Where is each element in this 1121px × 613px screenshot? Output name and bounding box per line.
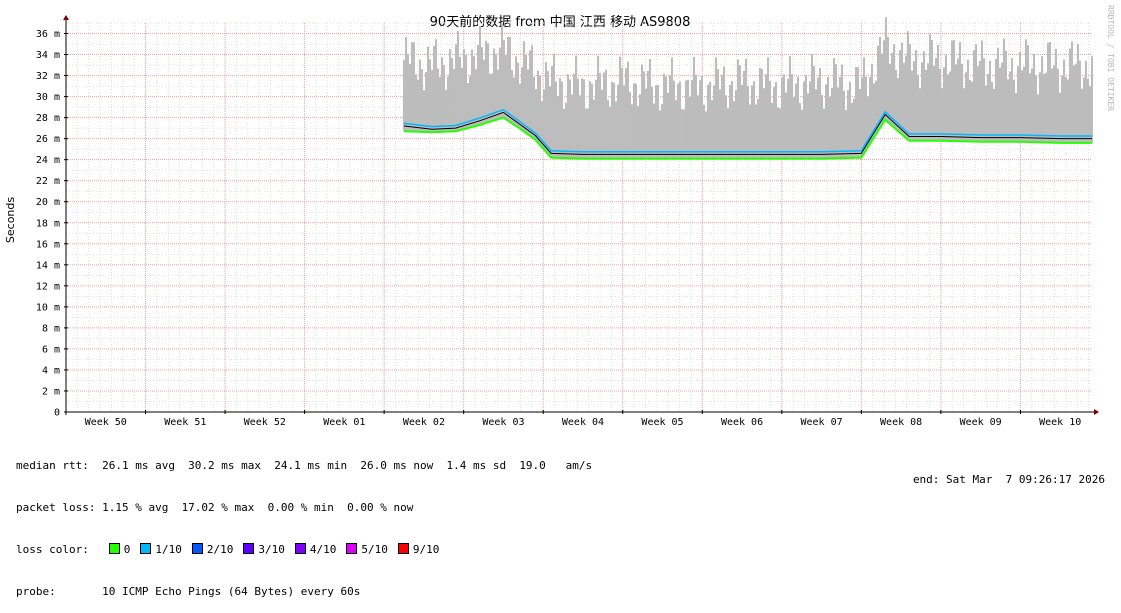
legend-swatch (243, 543, 255, 554)
x-tick-label: Week 03 (482, 417, 524, 428)
legend-item: 4/10 (294, 543, 337, 556)
rrdtool-credit: RRDTOOL / TOBI OETIKER (1106, 5, 1115, 111)
x-tick-label: Week 02 (403, 417, 445, 428)
y-tick-label: 8 m (42, 323, 60, 334)
legend-swatch (397, 543, 409, 554)
legend-swatch (294, 543, 306, 554)
y-tick-label: 22 m (36, 176, 60, 187)
legend-label: 3/10 (258, 543, 285, 556)
y-tick-label: 34 m (36, 50, 60, 61)
y-tick-label: 28 m (36, 113, 60, 124)
legend-item: 9/10 (397, 543, 440, 556)
legend-item: 2/10 (191, 543, 234, 556)
x-tick-label: Week 10 (1039, 417, 1081, 428)
y-tick-label: 20 m (36, 197, 60, 208)
x-tick-label: Week 07 (801, 417, 843, 428)
x-tick-label: Week 04 (562, 417, 604, 428)
y-axis-label: Seconds (4, 197, 17, 243)
smoke-band (403, 17, 1093, 159)
y-axis-arrow (63, 15, 69, 20)
x-tick-label: Week 01 (323, 417, 365, 428)
y-tick-label: 6 m (42, 344, 60, 355)
x-tick-label: Week 08 (880, 417, 922, 428)
legend-swatch (346, 543, 358, 554)
y-tick-label: 26 m (36, 134, 60, 145)
y-tick-label: 16 m (36, 239, 60, 250)
x-tick-labels: Week 50 Week 51 Week 52 Week 01 Week 02 Week … (65, 410, 1081, 428)
y-tick-label: 18 m (36, 218, 60, 229)
legend-label: 4/10 (309, 543, 337, 556)
y-tick-label: 0 (54, 408, 60, 419)
y-tick-label: 32 m (36, 71, 60, 82)
end-timestamp: end: Sat Mar 7 09:26:17 2026 (912, 473, 1105, 486)
x-tick-label: Week 05 (641, 417, 683, 428)
legend-swatch (140, 543, 152, 554)
packet-loss-line: packet loss: 1.15 % avg 17.02 % max 0.00… (16, 501, 414, 514)
x-tick-label: Week 51 (164, 417, 206, 428)
legend-item: 0 (108, 543, 131, 556)
x-tick-label: Week 09 (960, 417, 1002, 428)
legend-label: 1/10 (155, 543, 182, 556)
legend-item: 5/10 (346, 543, 388, 556)
y-tick-label: 36 m (36, 29, 60, 40)
series-line-median-rtt (403, 111, 1092, 155)
y-tick-label: 24 m (36, 155, 60, 166)
legend-swatch (108, 543, 120, 554)
legend-label: 5/10 (361, 543, 388, 556)
legend-item: 1/10 (140, 543, 182, 556)
chart: 90天前的数据 from 中国 江西 移动 AS9808 Seconds RRD… (4, 5, 1115, 428)
x-tick-label: Week 50 (85, 417, 127, 428)
y-tick-label: 14 m (36, 260, 60, 271)
legend-label: 9/10 (412, 543, 440, 556)
legend-item: 3/10 (243, 543, 285, 556)
legend-label: 2/10 (206, 543, 234, 556)
x-axis-arrow (1094, 409, 1099, 415)
series-line-rtt-min (403, 116, 1092, 160)
chart-title: 90天前的数据 from 中国 江西 移动 AS9808 (430, 14, 691, 30)
y-tick-label: 2 m (42, 386, 60, 397)
legend-swatch (191, 543, 203, 554)
median-rtt-line: median rtt: 26.1 ms avg 30.2 ms max 24.1… (16, 459, 593, 472)
y-tick-labels: 0 2 m 4 m 6 m 8 m 10 m 12 m 14 m 16 m 18 m 20 m 22 … (36, 29, 68, 419)
series-lines (403, 108, 1092, 160)
probe-line: probe: 10 ICMP Echo Pings (64 Bytes) eve… (16, 585, 361, 598)
y-tick-label: 4 m (42, 365, 60, 376)
loss-color-legend: loss color: 0 1/10 2/10 3/10 4/10 5/10 9/10 (16, 543, 592, 557)
y-tick-label: 12 m (36, 281, 60, 292)
x-tick-label: Week 52 (244, 417, 286, 428)
x-tick-label: Week 06 (721, 417, 763, 428)
y-tick-label: 10 m (36, 302, 60, 313)
y-tick-label: 30 m (36, 92, 60, 103)
series-line-loss (403, 108, 1092, 153)
loss-color-label: loss color: (16, 543, 89, 556)
stats-panel: median rtt: 26.1 ms avg 30.2 ms max 24.1… (16, 431, 592, 613)
legend-items: 0 1/10 2/10 3/10 4/10 5/10 9/10 (108, 543, 450, 556)
legend-label: 0 (123, 543, 131, 556)
